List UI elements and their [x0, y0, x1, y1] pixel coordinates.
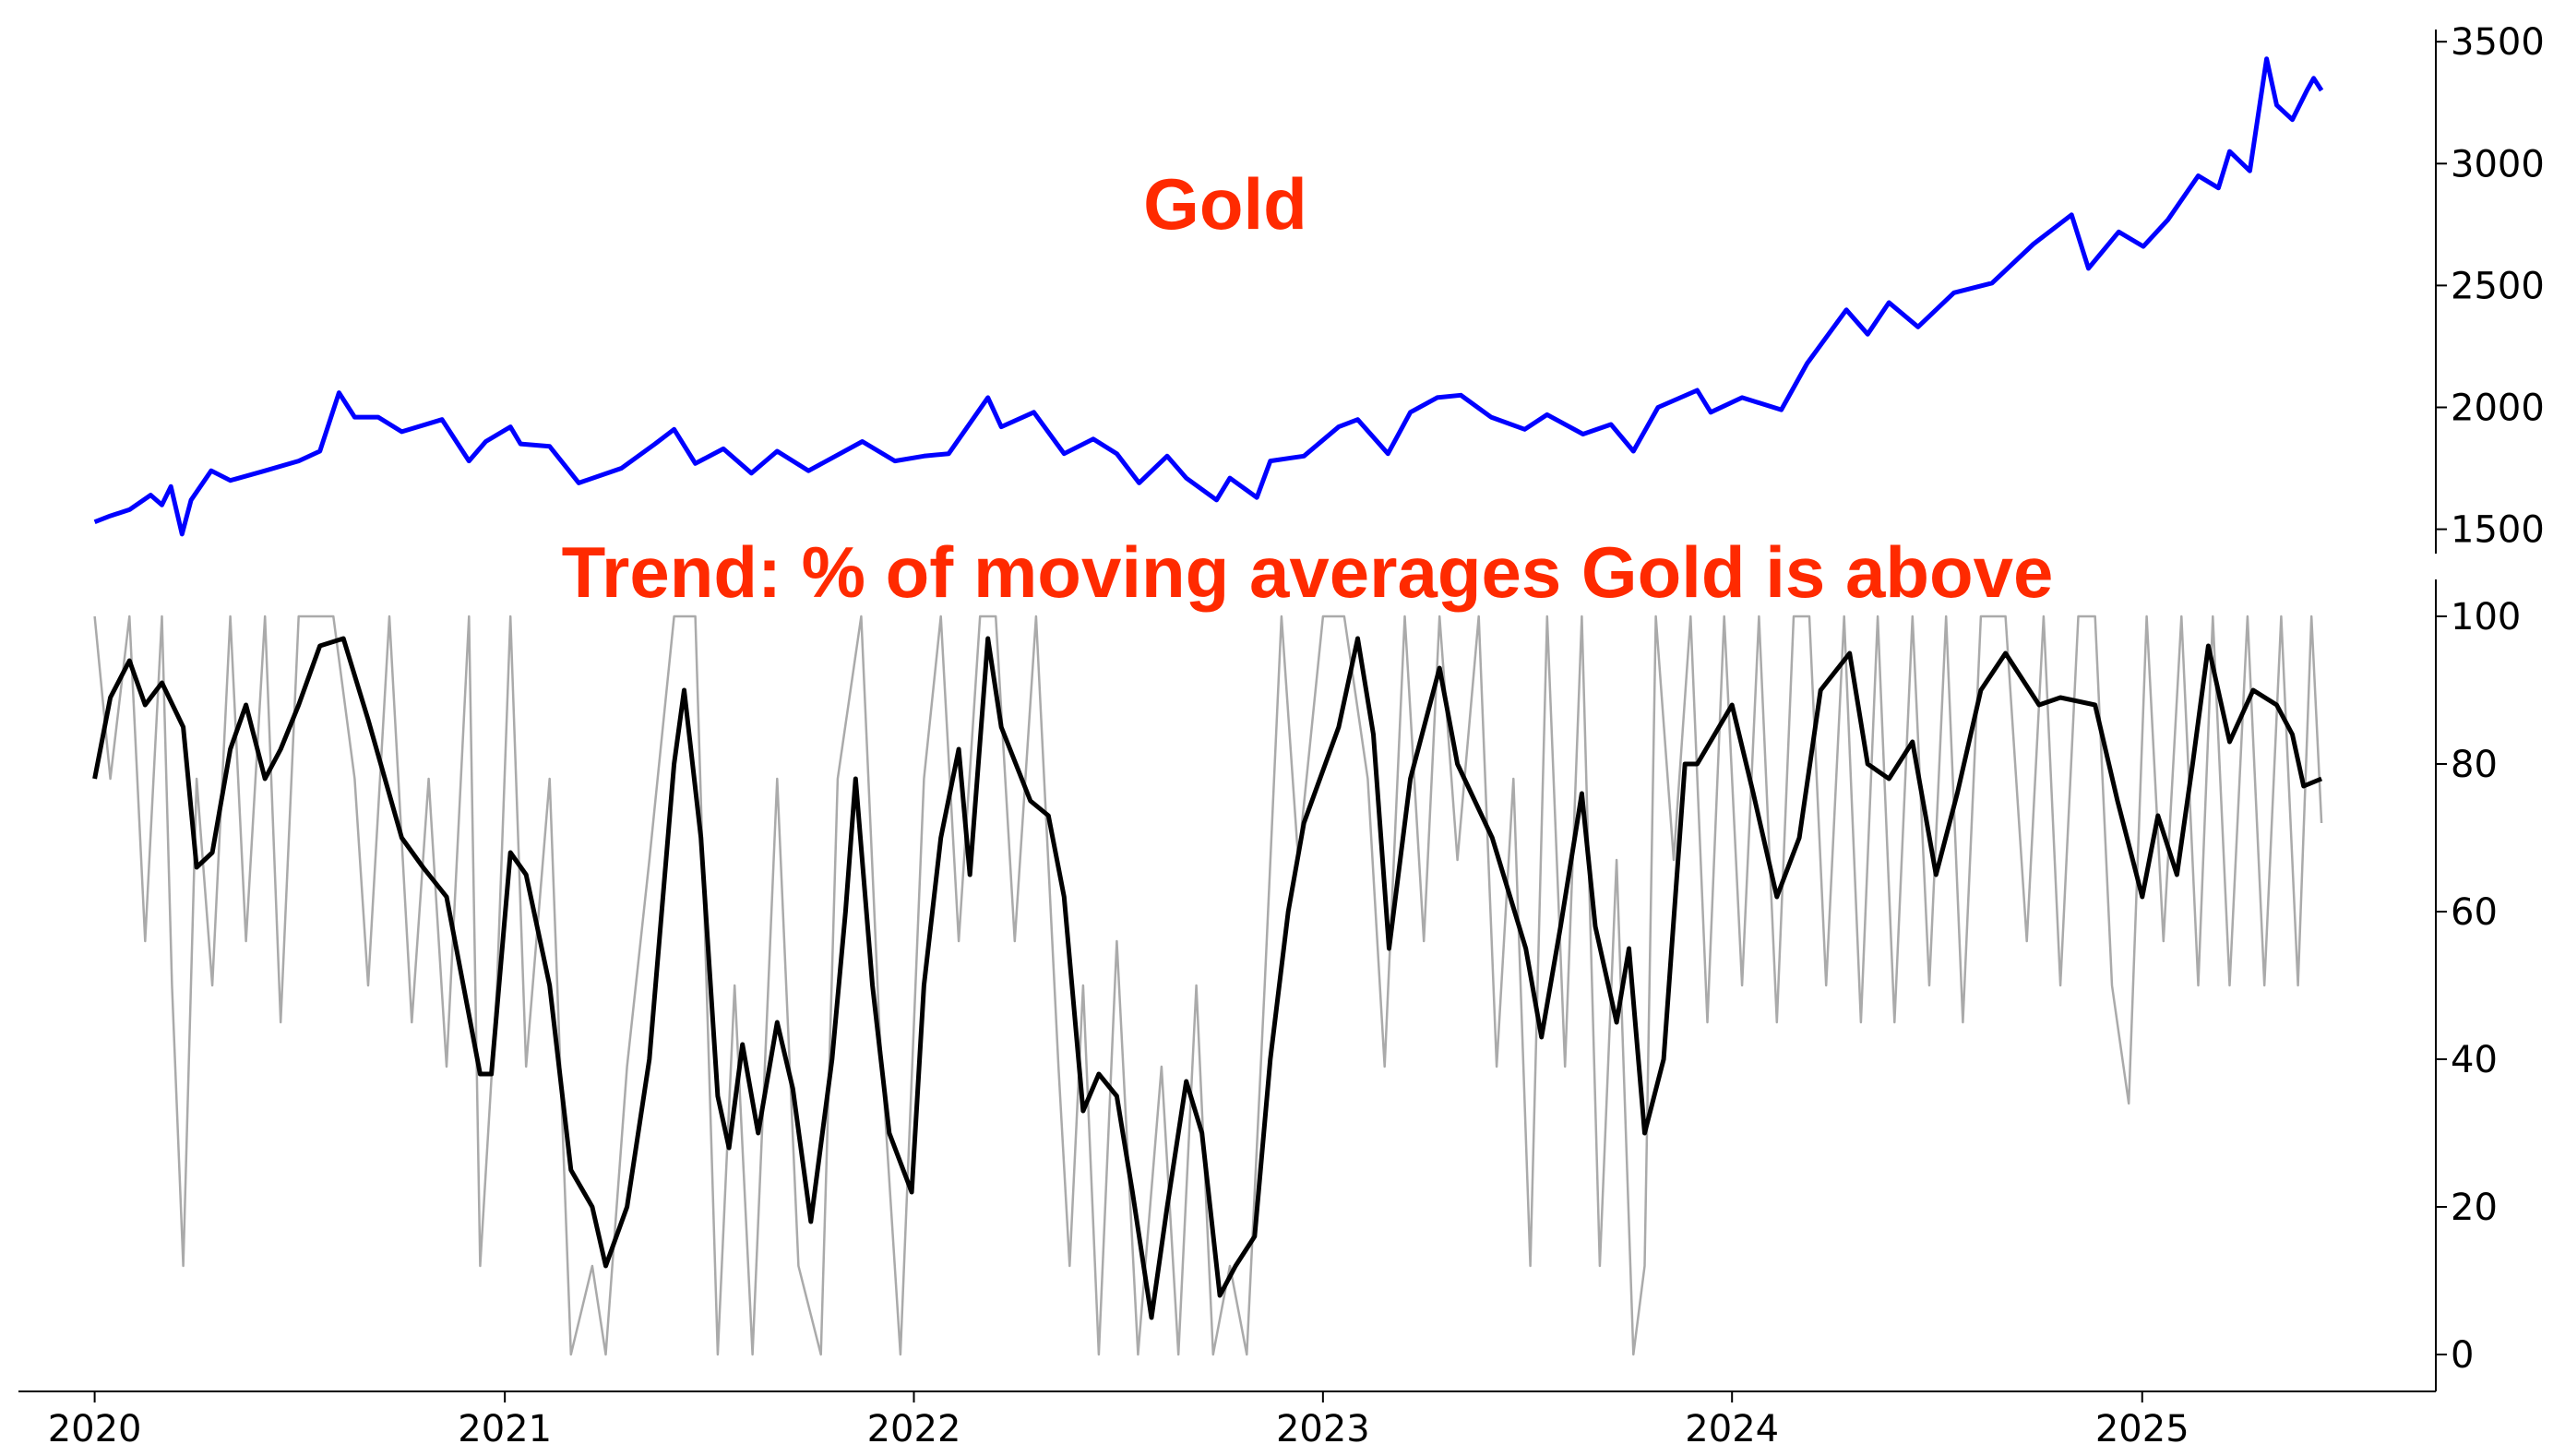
x-tick-label: 2025: [2095, 1408, 2189, 1450]
x-tick-label: 2021: [458, 1408, 552, 1450]
trend-axis-tick-label: 40: [2451, 1039, 2498, 1081]
x-tick-label: 2020: [48, 1408, 142, 1450]
gold-price-axis-tick-label: 2500: [2451, 265, 2545, 307]
x-tick-label: 2022: [867, 1408, 961, 1450]
trend-axis-tick-label: 80: [2451, 744, 2498, 786]
trend-panel-title: Trend: % of moving averages Gold is abov…: [562, 531, 2054, 613]
trend-raw-series-line: [93, 615, 2323, 1356]
trend-smoothed-series-line: [92, 636, 2323, 1320]
trend-percent-axis: 0 20 40 60 80 100: [2435, 579, 2521, 1391]
gold-price-series-line: [93, 56, 2324, 537]
date-axis: 2020 2021 2022 2023 2024 2025: [18, 1390, 2436, 1450]
plot-area: [92, 56, 2324, 1356]
gold-price-axis-tick-label: 3000: [2451, 143, 2545, 185]
gold-price-axis-tick-label: 2000: [2451, 387, 2545, 429]
trend-axis-tick-label: 60: [2451, 891, 2498, 934]
gold-price-axis: 1500 2000 2500 3000 3500: [2435, 21, 2545, 554]
trend-axis-tick-label: 100: [2451, 596, 2521, 638]
x-tick-label: 2024: [1685, 1408, 1779, 1450]
gold-price-axis-tick-label: 1500: [2451, 509, 2545, 552]
x-tick-label: 2023: [1276, 1408, 1370, 1450]
gold-panel-title: Gold: [1143, 163, 1307, 245]
trend-axis-tick-label: 0: [2451, 1334, 2474, 1377]
gold-price-axis-tick-label: 3500: [2451, 21, 2545, 64]
trend-axis-tick-label: 20: [2451, 1187, 2498, 1229]
